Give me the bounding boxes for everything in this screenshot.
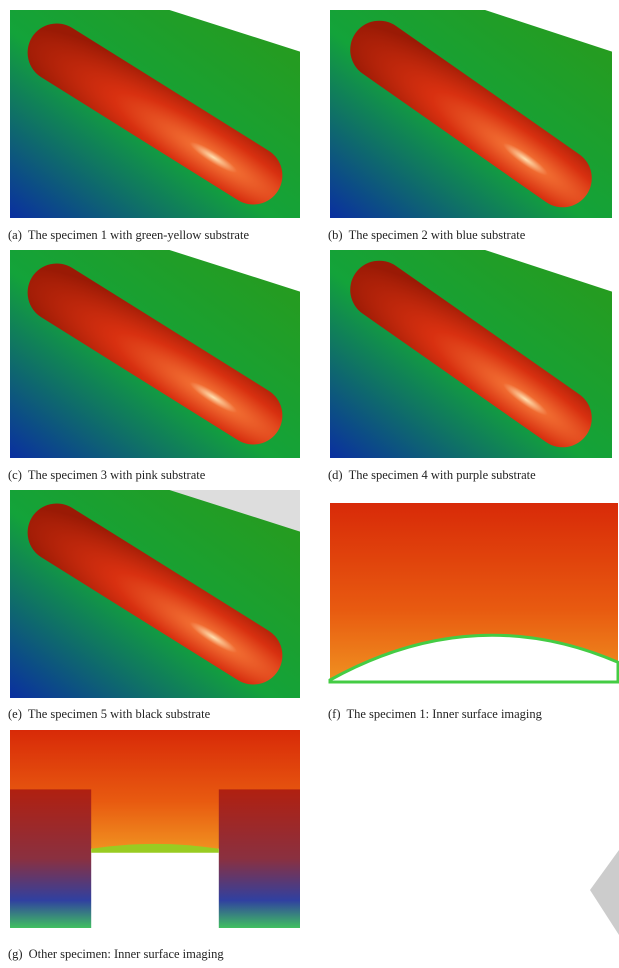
caption-text: The specimen 1 with green-yellow substra… [28, 228, 250, 242]
caption-label: (c) [8, 468, 22, 482]
caption-label: (e) [8, 707, 22, 721]
caption-label: (d) [328, 468, 343, 482]
caption: (g) Other specimen: Inner surface imaging [8, 947, 224, 961]
panel: (e) The specimen 5 with black substrate [8, 490, 300, 721]
caption-text: The specimen 1: Inner surface imaging [347, 707, 543, 721]
caption-text: The specimen 4 with purple substrate [349, 468, 537, 482]
caption-text: The specimen 5 with black substrate [28, 707, 211, 721]
caption: (f) The specimen 1: Inner surface imaging [328, 707, 543, 721]
caption-text: Other specimen: Inner surface imaging [29, 947, 225, 961]
figure: (a) The specimen 1 with green-yellow subs… [0, 0, 619, 968]
caption: (d) The specimen 4 with purple substrate [328, 468, 536, 482]
caption-label: (f) [328, 707, 341, 721]
caption: (b) The specimen 2 with blue substrate [328, 228, 526, 242]
caption-label: (g) [8, 947, 23, 961]
right-wall [219, 789, 300, 928]
caption-label: (b) [328, 228, 343, 242]
panel: (d) The specimen 4 with purple substrate [328, 249, 612, 482]
panel: (b) The specimen 2 with blue substrate [328, 9, 612, 242]
caption-text: The specimen 3 with pink substrate [28, 468, 206, 482]
caption-text: The specimen 2 with blue substrate [349, 228, 526, 242]
panel: (f) The specimen 1: Inner surface imaging [328, 503, 618, 721]
panel: (a) The specimen 1 with green-yellow subs… [8, 10, 300, 242]
caption-label: (a) [8, 228, 22, 242]
left-wall [10, 789, 91, 928]
caption: (e) The specimen 5 with black substrate [8, 707, 211, 721]
panel: (c) The specimen 3 with pink substrate [8, 250, 300, 482]
caption: (a) The specimen 1 with green-yellow subs… [8, 228, 249, 242]
panel: (g) Other specimen: Inner surface imaging [8, 730, 300, 961]
caption: (c) The specimen 3 with pink substrate [8, 468, 206, 482]
watermark [590, 850, 619, 935]
